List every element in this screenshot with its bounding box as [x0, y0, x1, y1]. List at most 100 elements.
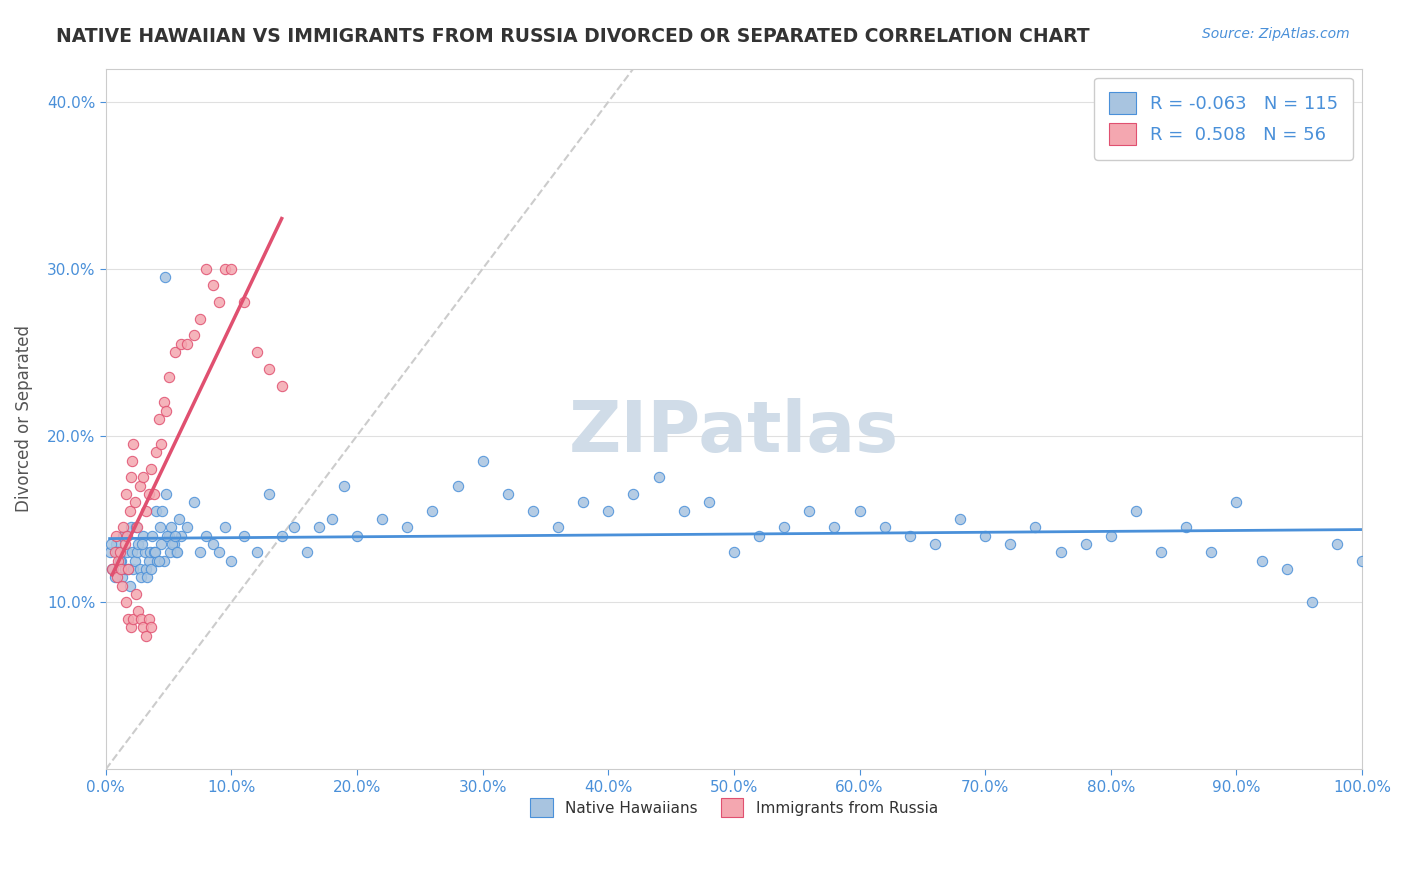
Point	[155, 403, 177, 417]
Point	[1301, 595, 1323, 609]
Point	[121, 453, 143, 467]
Point	[446, 478, 468, 492]
Point	[127, 545, 149, 559]
Point	[108, 545, 131, 559]
Point	[176, 520, 198, 534]
Point	[120, 470, 142, 484]
Point	[221, 554, 243, 568]
Point	[101, 562, 124, 576]
Point	[131, 537, 153, 551]
Point	[1000, 537, 1022, 551]
Point	[270, 378, 292, 392]
Point	[127, 537, 149, 551]
Point	[1049, 545, 1071, 559]
Point	[208, 295, 231, 310]
Point	[165, 545, 187, 559]
Point	[105, 545, 128, 559]
Point	[150, 437, 173, 451]
Point	[117, 562, 139, 576]
Point	[148, 554, 170, 568]
Point	[122, 562, 145, 576]
Point	[114, 537, 136, 551]
Point	[129, 612, 152, 626]
Point	[138, 554, 160, 568]
Point	[105, 570, 128, 584]
Point	[160, 520, 183, 534]
Point	[115, 529, 138, 543]
Point	[1275, 562, 1298, 576]
Point	[148, 412, 170, 426]
Point	[321, 512, 343, 526]
Point	[162, 537, 184, 551]
Point	[157, 370, 180, 384]
Point	[112, 520, 135, 534]
Point	[135, 504, 157, 518]
Point	[142, 545, 165, 559]
Point	[124, 554, 146, 568]
Point	[129, 570, 152, 584]
Point	[120, 620, 142, 634]
Point	[799, 504, 821, 518]
Point	[672, 504, 695, 518]
Point	[170, 336, 193, 351]
Point	[104, 537, 127, 551]
Point	[208, 545, 231, 559]
Point	[115, 545, 138, 559]
Point	[949, 512, 972, 526]
Point	[598, 504, 620, 518]
Point	[110, 562, 132, 576]
Point	[245, 545, 267, 559]
Point	[572, 495, 595, 509]
Point	[120, 520, 142, 534]
Point	[308, 520, 330, 534]
Point	[346, 529, 368, 543]
Point	[183, 328, 205, 343]
Point	[156, 529, 179, 543]
Point	[132, 529, 155, 543]
Point	[128, 562, 150, 576]
Point	[146, 554, 169, 568]
Y-axis label: Divorced or Separated: Divorced or Separated	[15, 326, 32, 512]
Point	[114, 562, 136, 576]
Point	[117, 562, 139, 576]
Point	[547, 520, 569, 534]
Point	[139, 620, 162, 634]
Point	[295, 545, 318, 559]
Point	[195, 261, 218, 276]
Point	[522, 504, 544, 518]
Point	[145, 445, 167, 459]
Point	[110, 554, 132, 568]
Point	[107, 545, 129, 559]
Point	[623, 487, 645, 501]
Point	[1351, 554, 1374, 568]
Point	[134, 545, 156, 559]
Point	[1024, 520, 1046, 534]
Point	[163, 345, 186, 359]
Point	[496, 487, 519, 501]
Point	[245, 345, 267, 359]
Point	[1225, 495, 1247, 509]
Point	[128, 478, 150, 492]
Point	[697, 495, 720, 509]
Point	[127, 520, 149, 534]
Point	[122, 612, 145, 626]
Point	[139, 562, 162, 576]
Point	[122, 437, 145, 451]
Point	[124, 495, 146, 509]
Point	[188, 311, 211, 326]
Point	[1199, 545, 1222, 559]
Point	[257, 487, 280, 501]
Point	[823, 520, 845, 534]
Point	[103, 562, 125, 576]
Point	[214, 520, 236, 534]
Point	[270, 529, 292, 543]
Point	[150, 504, 173, 518]
Text: NATIVE HAWAIIAN VS IMMIGRANTS FROM RUSSIA DIVORCED OR SEPARATED CORRELATION CHAR: NATIVE HAWAIIAN VS IMMIGRANTS FROM RUSSI…	[56, 27, 1090, 45]
Point	[101, 562, 124, 576]
Point	[143, 545, 166, 559]
Point	[139, 462, 162, 476]
Point	[924, 537, 946, 551]
Point	[149, 520, 172, 534]
Point	[1326, 537, 1348, 551]
Point	[132, 620, 155, 634]
